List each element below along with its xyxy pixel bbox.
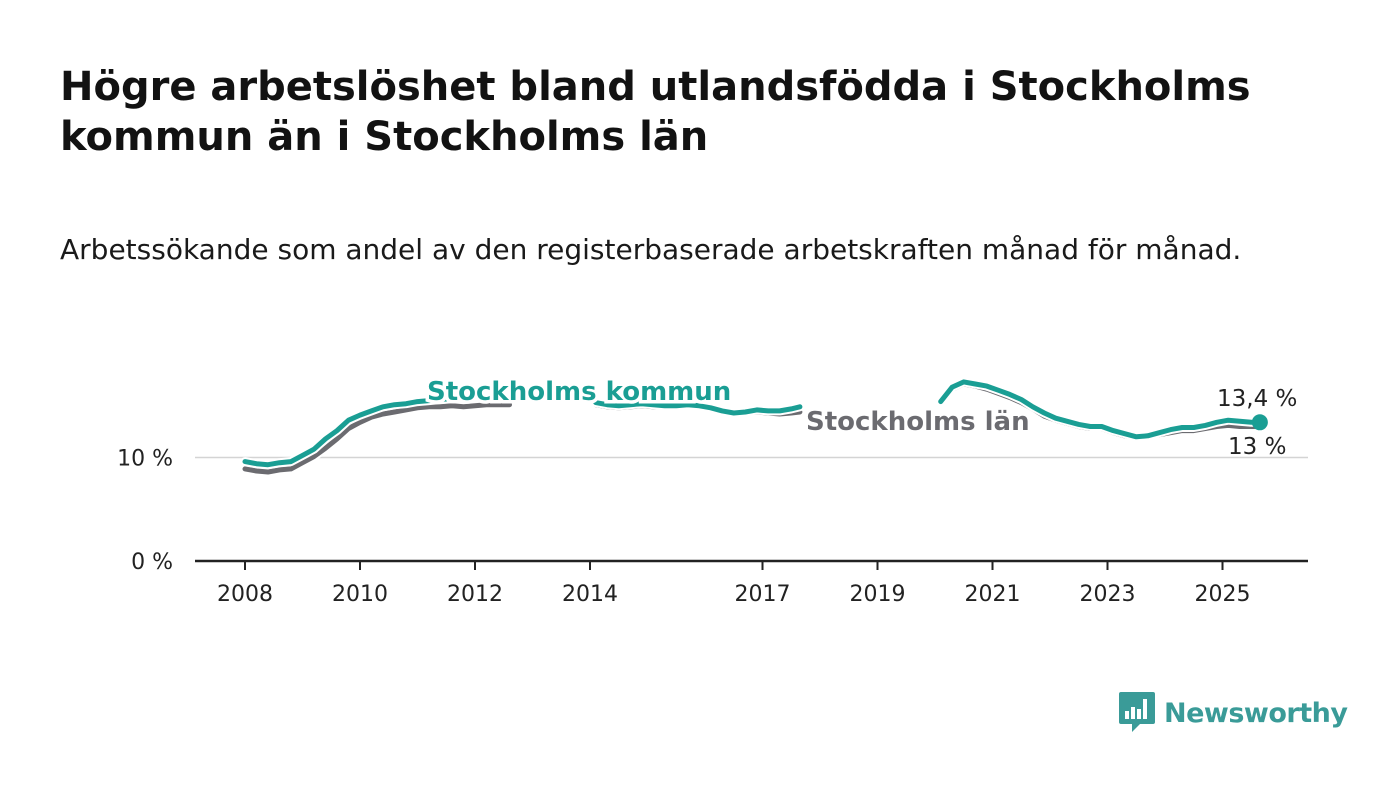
x-axis: 0 % 10 % 2008 2010 2012 2014 2017 2019 2021 2023 2… (117, 447, 1308, 607)
brand-name: Newsworthy (1164, 697, 1348, 729)
y-tick-label: 0 % (131, 550, 173, 575)
series-line-kommun (938, 379, 1263, 440)
series-label-stockholms-kommun: Stockholms kommun (427, 377, 731, 407)
x-tick-label: 2008 (217, 582, 273, 607)
x-tick-label: 2014 (562, 582, 618, 607)
x-tick-label: 2019 (850, 582, 906, 607)
series-label-stockholms-lan: Stockholms län (806, 407, 1030, 437)
series-end-marker (1251, 414, 1268, 431)
x-tick-label: 2025 (1195, 582, 1251, 607)
x-tick-label: 2021 (965, 582, 1021, 607)
newsworthy-logo: Newsworthy (1118, 690, 1348, 736)
bar-chart-speech-bubble-icon (1119, 692, 1155, 732)
end-value-label-lan: 13 % (1228, 434, 1286, 460)
chart-title: Högre arbetslöshet bland utlandsfödda i … (60, 64, 1251, 160)
x-tick-label: 2017 (735, 582, 791, 607)
x-tick-label: 2012 (447, 582, 503, 607)
series-line-kommun (593, 400, 803, 416)
label-layer: Stockholms län Stockholms kommun 13,4 % 13 … (424, 374, 1298, 461)
series-layer (240, 377, 1268, 477)
end-value-label-kommun: 13,4 % (1217, 386, 1297, 412)
series-line-lan (242, 402, 512, 475)
x-tick-label: 2010 (332, 582, 388, 607)
y-tick-label: 10 % (117, 447, 173, 472)
x-tick-label: 2023 (1080, 582, 1136, 607)
chart-subtitle: Arbetssökande som andel av den registerb… (60, 233, 1242, 266)
series-line-kommun (242, 393, 512, 468)
